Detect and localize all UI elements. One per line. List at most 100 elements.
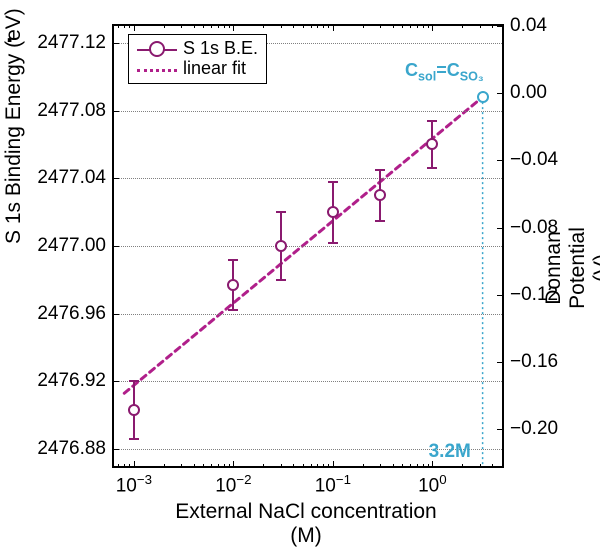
x-minor-tick-mark [124,464,125,468]
x-tick-label: 10−3 [116,466,152,497]
gridline [114,246,502,247]
x-minor-tick-mark [417,24,418,28]
errorbar-cap [427,167,437,169]
x-minor-tick-mark [118,464,119,468]
errorbar-cap [276,211,286,213]
x-minor-tick-mark [317,464,318,468]
x-minor-tick-mark [181,24,182,28]
y-right-tick-mark [497,295,504,296]
x-minor-tick-mark [410,24,411,28]
y-left-tick-label: 2476.96 [37,303,114,325]
errorbar-cap [375,220,385,222]
x-minor-tick-mark [428,464,429,468]
x-minor-tick-mark [402,24,403,28]
x-tick-mark [134,24,135,31]
x-minor-tick-mark [164,464,165,468]
x-minor-tick-mark [380,464,381,468]
y-right-tick-label: −0.20 [502,418,558,440]
y-left-tick-label: 2477.04 [37,167,114,189]
x-minor-tick-mark [229,24,230,28]
x-minor-tick-mark [328,24,329,28]
data-marker [227,279,239,291]
x-minor-tick-mark [428,24,429,28]
x-minor-tick-mark [363,464,364,468]
x-minor-tick-mark [417,464,418,468]
legend-item: S 1s B.E. [137,39,258,59]
extrapolated-marker [477,91,489,103]
figure: . 2476.882476.922476.962477.002477.04247… [0,0,600,551]
x-minor-tick-mark [410,464,411,468]
y-left-tick-mark [112,43,119,44]
x-minor-tick-mark [164,24,165,28]
errorbar-cap [129,438,139,440]
x-minor-tick-mark [118,24,119,28]
x-minor-tick-mark [393,24,394,28]
annotation-3p2m: 3.2M [429,441,471,463]
x-minor-tick-mark [502,464,503,468]
x-minor-tick-mark [281,24,282,28]
x-minor-tick-mark [229,464,230,468]
x-minor-tick-mark [218,464,219,468]
x-minor-tick-mark [317,24,318,28]
x-minor-tick-mark [402,464,403,468]
x-axis-label: External NaCl concentration (M) [159,500,453,548]
x-minor-tick-mark [293,464,294,468]
errorbar-cap [328,242,338,244]
x-tick-mark [432,24,433,31]
x-minor-tick-mark [502,24,503,28]
x-minor-tick-mark [480,24,481,28]
x-minor-tick-mark [328,464,329,468]
data-marker [327,206,339,218]
data-marker [128,404,140,416]
x-minor-tick-mark [492,24,493,28]
x-minor-tick-mark [211,464,212,468]
y-left-tick-label: 2476.92 [37,370,114,392]
errorbar-cap [228,309,238,311]
x-minor-tick-mark [129,464,130,468]
x-minor-tick-mark [303,464,304,468]
x-tick-mark [233,461,234,468]
y-right-tick-mark [497,429,504,430]
legend-label: linear fit [183,59,246,79]
x-minor-tick-mark [323,464,324,468]
x-minor-tick-mark [281,464,282,468]
gridline [114,381,502,382]
y-right-tick-mark [497,160,504,161]
x-tick-mark [333,24,334,31]
data-marker [426,138,438,150]
gridline [114,111,502,112]
y-left-tick-label: 2477.00 [37,235,114,257]
x-minor-tick-mark [224,464,225,468]
gridline [114,178,502,179]
x-minor-tick-mark [380,24,381,28]
legend-swatch [137,42,177,56]
x-minor-tick-mark [129,24,130,28]
y-left-tick-mark [112,111,119,112]
x-minor-tick-mark [311,464,312,468]
legend-swatch [137,62,177,76]
x-tick-label: 10−2 [215,466,251,497]
x-tick-mark [134,461,135,468]
x-minor-tick-mark [203,24,204,28]
x-minor-tick-mark [181,464,182,468]
x-minor-tick-mark [224,24,225,28]
x-minor-tick-mark [423,464,424,468]
y-right-tick-mark [497,228,504,229]
y-left-tick-label: 2476.88 [37,438,114,460]
x-minor-tick-mark [492,464,493,468]
y-right-tick-label: 0.04 [502,15,547,37]
data-marker [374,189,386,201]
y-right-tick-mark [497,26,504,27]
x-minor-tick-mark [203,464,204,468]
x-minor-tick-mark [124,24,125,28]
x-minor-tick-mark [194,24,195,28]
y-right-tick-label: −0.04 [502,149,558,171]
x-tick-label: 10−1 [315,466,351,497]
legend: S 1s B.E.linear fit [128,34,267,84]
y-axis-right-label: Donnan Potential (V) [542,227,600,309]
legend-label: S 1s B.E. [183,39,258,59]
legend-item: linear fit [137,59,258,79]
y-left-tick-mark [112,246,119,247]
y-left-tick-mark [112,314,119,315]
errorbar-cap [228,259,238,261]
